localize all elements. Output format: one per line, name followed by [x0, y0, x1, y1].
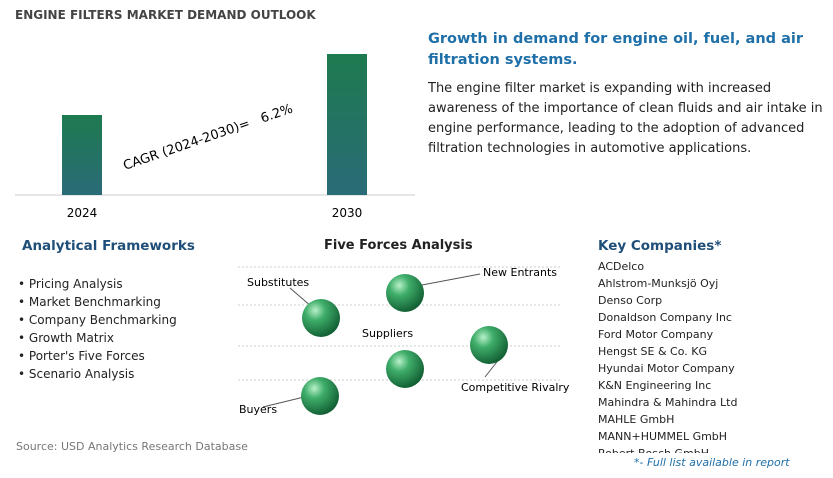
list-item: Ford Motor Company: [598, 326, 818, 343]
x-tick-label: 2030: [332, 206, 363, 220]
list-item: Hyundai Motor Company: [598, 360, 818, 377]
item-text: Ford Motor Company: [598, 328, 714, 341]
item-text: Hyundai Motor Company: [598, 362, 735, 375]
list-item: MANN+HUMMEL GmbH: [598, 428, 818, 445]
item-text: Robert Bosch GmbH: [598, 447, 709, 453]
item-text: Donaldson Company Inc: [598, 311, 732, 324]
five-forces-title: Five Forces Analysis: [324, 238, 473, 253]
force-sphere: [302, 299, 340, 337]
item-text: MAHLE GmbH: [598, 413, 675, 426]
force-sphere: [386, 350, 424, 388]
item-text: Ahlstrom-Munksjö Oyj: [598, 277, 719, 290]
force-label: Competitive Rivalry: [461, 381, 570, 394]
bullet: •: [18, 313, 29, 327]
list-item: Mahindra & Mahindra Ltd: [598, 394, 818, 411]
list-item: • Pricing Analysis: [18, 275, 177, 293]
leaders: [262, 273, 501, 408]
list-item: Denso Corp: [598, 292, 818, 309]
list-item: Ahlstrom-Munksjö Oyj: [598, 275, 818, 292]
bullet: •: [18, 349, 29, 363]
item-text: Growth Matrix: [28, 331, 114, 345]
list-item: MAHLE GmbH: [598, 411, 818, 428]
item-text: Market Benchmarking: [28, 295, 161, 309]
chart: CAGR (2024-2030)= 6.2% 2024 2030: [15, 54, 415, 220]
bar: [327, 54, 367, 195]
item-text: Denso Corp: [598, 294, 663, 307]
list-item: Hengst SE & Co. KG: [598, 343, 818, 360]
frameworks-title: Analytical Frameworks: [22, 238, 195, 254]
item-text: Pricing Analysis: [28, 277, 123, 291]
frameworks-list: • Pricing Analysis • Market Benchmarking •…: [18, 275, 177, 383]
item-text: Company Benchmarking: [28, 313, 177, 327]
force-sphere: [386, 274, 424, 312]
list-item: • Company Benchmarking: [18, 311, 177, 329]
force-label: Suppliers: [362, 327, 413, 340]
item-text: Hengst SE & Co. KG: [598, 345, 707, 358]
companies-title: Key Companies*: [598, 238, 722, 254]
list-item: • Scenario Analysis: [18, 365, 177, 383]
item-text: Porter's Five Forces: [28, 349, 145, 363]
bullet: •: [18, 277, 29, 291]
five-forces-diagram: Substitutes New Entrants Suppliers Compe…: [238, 266, 570, 416]
list-item: • Growth Matrix: [18, 329, 177, 347]
force-sphere: [301, 377, 339, 415]
chart-title: ENGINE FILTERS MARKET DEMAND OUTLOOK: [15, 8, 316, 22]
x-tick-label: 2024: [67, 206, 98, 220]
source: Source: USD Analytics Research Database: [16, 440, 248, 453]
bullet: •: [18, 367, 29, 381]
force-label: New Entrants: [483, 266, 557, 279]
force-label: Substitutes: [247, 276, 309, 289]
list-item: Robert Bosch GmbH: [598, 445, 818, 453]
companies-note: *- Full list available in report: [634, 456, 790, 469]
item-text: Scenario Analysis: [28, 367, 135, 381]
list-item: • Market Benchmarking: [18, 293, 177, 311]
summary-body: The engine filter market is expanding wi…: [428, 81, 823, 156]
companies-list: ACDelco Ahlstrom-Munksjö Oyj Denso Corp Don…: [598, 258, 818, 453]
bar: [62, 115, 102, 195]
list-item: K&N Engineering Inc: [598, 377, 818, 394]
force-label: Buyers: [239, 403, 277, 416]
list-item: • Porter's Five Forces: [18, 347, 177, 365]
list-item: ACDelco: [598, 258, 818, 275]
item-text: K&N Engineering Inc: [598, 379, 712, 392]
companies-box: ACDelco Ahlstrom-Munksjö Oyj Denso Corp Don…: [598, 258, 818, 453]
item-text: ACDelco: [598, 260, 645, 273]
summary-heading: Growth in demand for engine oil, fuel, a…: [428, 31, 803, 68]
bullet: •: [18, 331, 29, 345]
bullet: •: [18, 295, 29, 309]
list-item: Donaldson Company Inc: [598, 309, 818, 326]
item-text: MANN+HUMMEL GmbH: [598, 430, 728, 443]
item-text: Mahindra & Mahindra Ltd: [598, 396, 738, 409]
force-sphere: [470, 326, 508, 364]
cagr-annotation: CAGR (2024-2030)= 6.2%: [121, 102, 294, 174]
